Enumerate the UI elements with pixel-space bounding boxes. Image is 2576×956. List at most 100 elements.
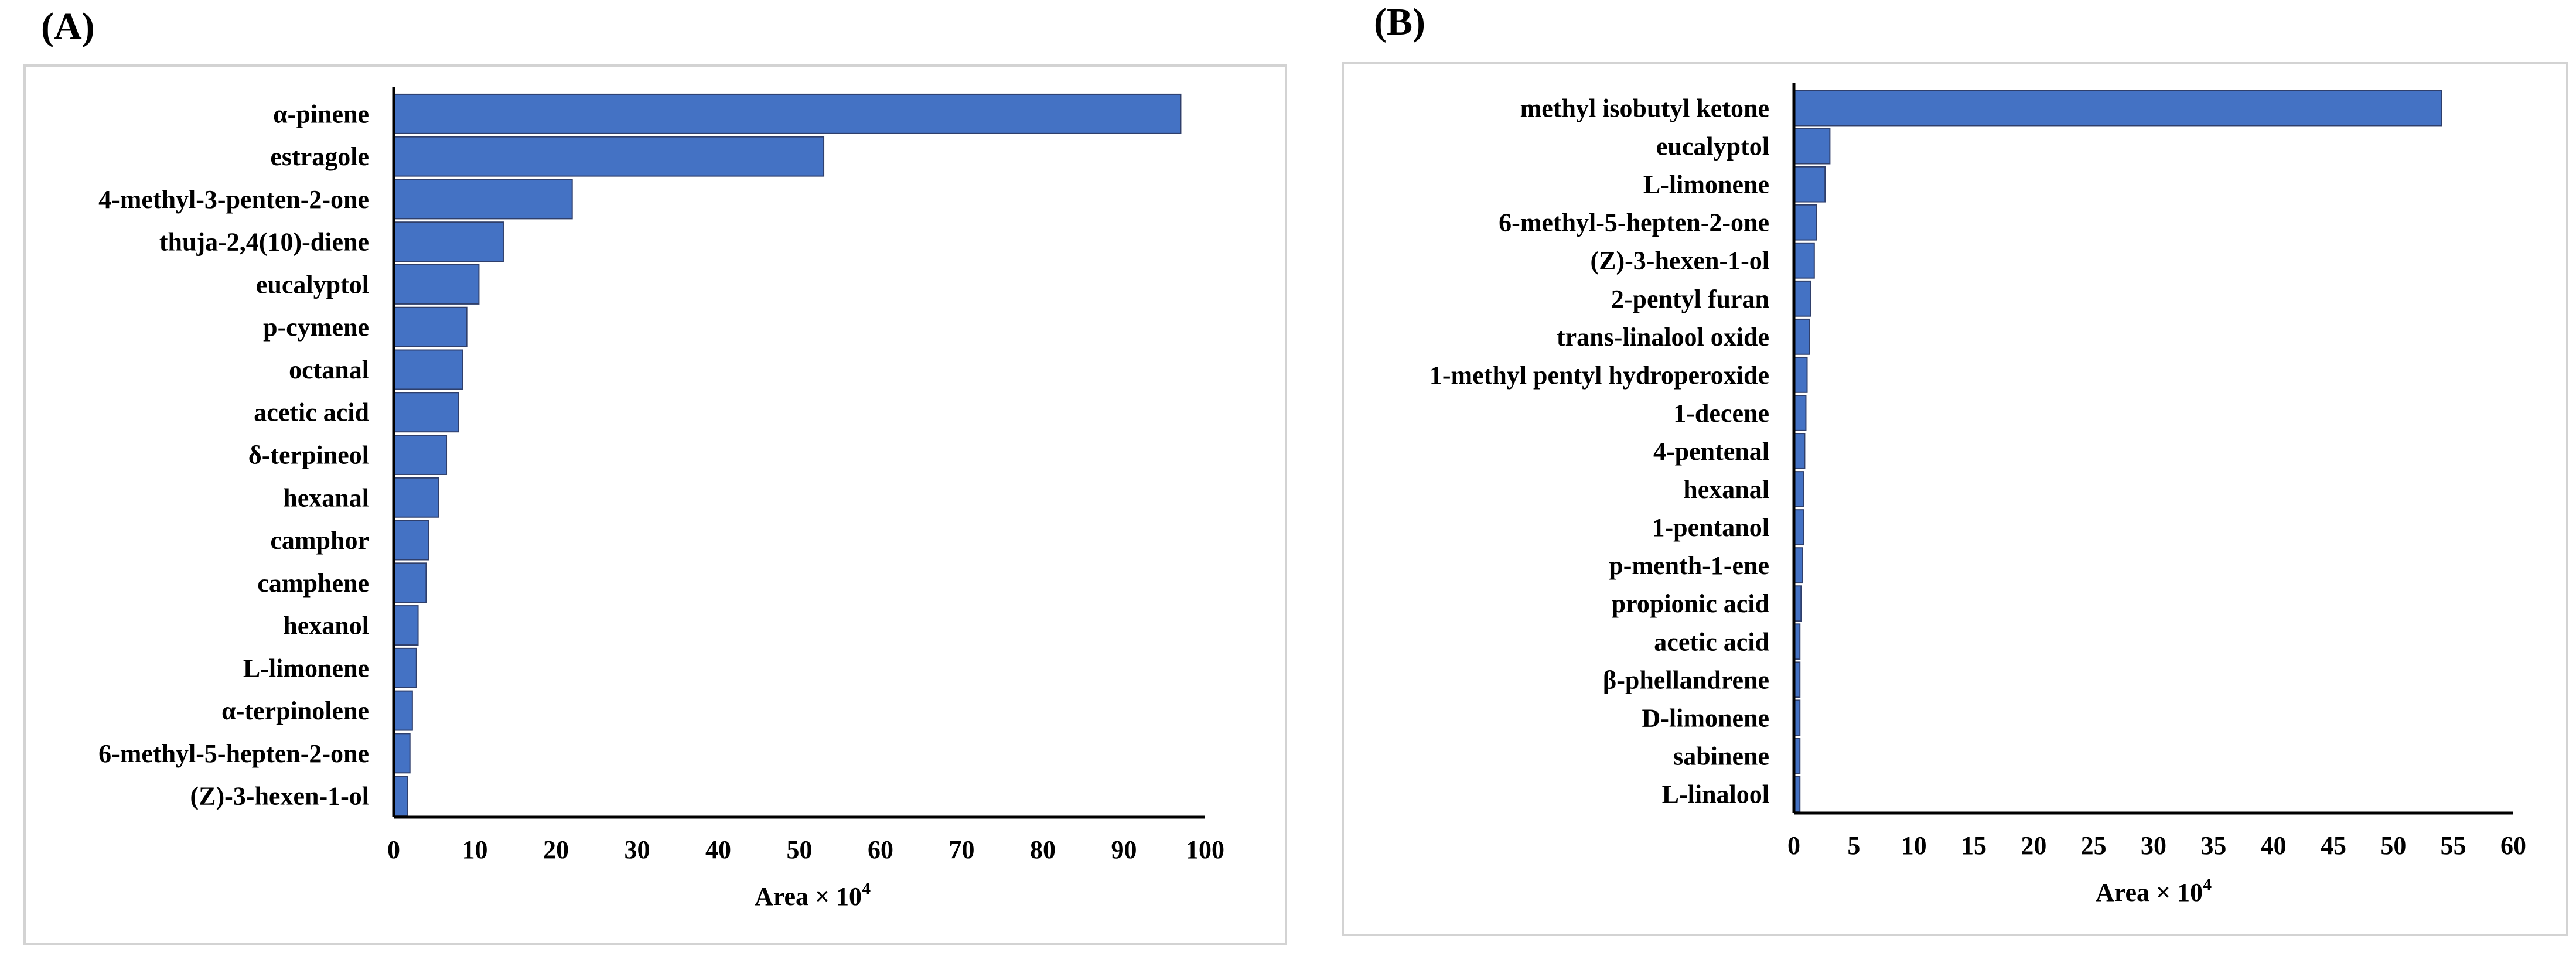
category-label: thuja-2,4(10)-diene <box>159 228 369 257</box>
bar <box>1793 433 1806 469</box>
category-label: hexanol <box>283 612 369 640</box>
bar <box>1793 280 1811 317</box>
bar <box>393 349 463 390</box>
category-label: propionic acid <box>1612 589 1769 618</box>
category-label: δ-terpineol <box>248 441 369 470</box>
x-tick-label: 60 <box>868 835 893 864</box>
x-axis-title: Area × 104 <box>755 879 871 911</box>
category-label: methyl isobutyl ketone <box>1520 94 1769 123</box>
category-label: acetic acid <box>254 398 369 427</box>
category-label: (Z)-3-hexen-1-ol <box>190 782 370 811</box>
category-label: α-pinene <box>273 100 369 128</box>
bar <box>393 435 448 475</box>
x-tick-label: 45 <box>2321 831 2346 860</box>
category-label: p-cymene <box>263 313 369 342</box>
chart-b: methyl isobutyl ketone eucalyptol L-limone… <box>1429 83 2526 907</box>
bar <box>393 562 427 603</box>
x-tick-label: 100 <box>1186 835 1224 864</box>
bar <box>1793 242 1815 279</box>
panel-label-b: (B) <box>1374 1 1425 43</box>
x-tick-label: 10 <box>1901 831 1927 860</box>
bar <box>393 647 417 688</box>
bar <box>393 776 408 817</box>
x-tick-label: 40 <box>2261 831 2287 860</box>
category-label: (Z)-3-hexen-1-ol <box>1591 247 1770 275</box>
category-label: L-linalool <box>1662 780 1769 808</box>
panel-label-a: (A) <box>41 5 95 48</box>
x-tick-label: 25 <box>2081 831 2107 860</box>
x-axis-title-text: Area × 10 <box>755 882 862 911</box>
x-tick-label: 30 <box>2141 831 2166 860</box>
x-tick-label: 50 <box>2380 831 2406 860</box>
category-label: 2-pentyl furan <box>1611 285 1769 313</box>
x-tick-label: 5 <box>1847 831 1860 860</box>
chart-b-frame <box>1342 62 2568 936</box>
bar <box>393 179 573 220</box>
category-label: estragole <box>270 142 369 171</box>
category-label: 4-pentenal <box>1653 437 1769 466</box>
bar <box>393 264 480 305</box>
category-label: L-limonene <box>1643 170 1769 199</box>
x-tick-label: 60 <box>2500 831 2526 860</box>
x-tick-label: 50 <box>787 835 813 864</box>
x-tick-label: 70 <box>949 835 975 864</box>
x-tick-label: 20 <box>543 835 569 864</box>
x-tick-label: 35 <box>2200 831 2226 860</box>
category-label: hexanal <box>1683 475 1769 504</box>
category-label: eucalyptol <box>1656 132 1769 161</box>
x-tick-label: 40 <box>705 835 731 864</box>
bar <box>1793 204 1817 241</box>
category-label: 1-methyl pentyl hydroperoxide <box>1429 361 1769 390</box>
category-label: 1-pentanol <box>1652 513 1769 542</box>
bar <box>393 477 439 518</box>
bar <box>1793 318 1810 355</box>
x-tick-label: 30 <box>625 835 650 864</box>
x-axis-title-superscript: 4 <box>862 879 871 899</box>
x-axis-title: Area × 104 <box>2096 875 2212 907</box>
category-label: hexanal <box>283 483 369 512</box>
bar <box>393 136 825 177</box>
bar <box>393 690 413 731</box>
category-label: camphor <box>270 526 369 555</box>
x-tick-label: 0 <box>1787 831 1800 860</box>
category-label: L-limonene <box>243 654 369 682</box>
bar <box>1793 356 1808 393</box>
x-tick-label: 15 <box>1961 831 1987 860</box>
category-label: D-limonene <box>1642 704 1769 732</box>
bar <box>1793 395 1807 431</box>
category-label: 1-decene <box>1673 399 1769 428</box>
bar <box>393 605 419 646</box>
bar <box>393 733 411 774</box>
chart-a: α-pinene estragole 4-methyl-3-penten-2-one… <box>98 87 1224 911</box>
category-label: trans-linalool oxide <box>1557 323 1769 351</box>
bar <box>1793 128 1831 165</box>
bar <box>393 93 1182 134</box>
bar <box>393 392 459 433</box>
chart-a-frame <box>23 64 1287 945</box>
x-tick-label: 55 <box>2441 831 2466 860</box>
x-tick-label: 90 <box>1111 835 1137 864</box>
category-label: sabinene <box>1673 742 1769 770</box>
x-tick-label: 0 <box>387 835 400 864</box>
category-label: α-terpinolene <box>221 696 369 725</box>
category-label: p-menth-1-ene <box>1609 551 1769 580</box>
bar <box>393 520 429 561</box>
category-label: 6-methyl-5-hepten-2-one <box>1499 209 1769 237</box>
category-label: 6-methyl-5-hepten-2-one <box>98 739 369 768</box>
x-axis-title-text: Area × 10 <box>2096 878 2203 907</box>
bar <box>1793 90 2442 127</box>
x-tick-label: 10 <box>462 835 488 864</box>
category-label: octanal <box>289 356 369 384</box>
category-label: acetic acid <box>1654 627 1769 656</box>
x-tick-label: 20 <box>2021 831 2046 860</box>
bar <box>393 306 468 347</box>
x-axis-title-superscript: 4 <box>2203 875 2212 894</box>
bar <box>1793 166 1826 203</box>
category-label: eucalyptol <box>256 270 369 299</box>
category-label: 4-methyl-3-penten-2-one <box>98 185 369 214</box>
category-label: camphene <box>257 569 369 598</box>
x-tick-label: 80 <box>1030 835 1056 864</box>
bar <box>393 221 504 262</box>
category-label: β-phellandrene <box>1603 665 1769 694</box>
